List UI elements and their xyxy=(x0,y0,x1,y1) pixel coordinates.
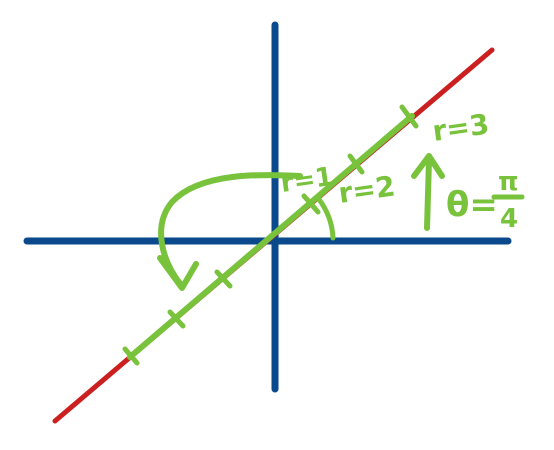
tick-mark xyxy=(347,153,365,175)
rotation-arrow xyxy=(158,172,303,289)
label-r3: r=3 xyxy=(430,107,491,148)
up-arrow xyxy=(424,157,432,231)
green-ray-line xyxy=(127,113,415,360)
label-r2: r=2 xyxy=(336,169,397,210)
theta-arc xyxy=(315,195,336,241)
label-r1: r=1 xyxy=(279,162,335,199)
tick-mark xyxy=(122,346,140,366)
up-arrowhead xyxy=(411,153,445,179)
tick-mark xyxy=(167,309,186,329)
label-theta: θ= xyxy=(446,185,498,225)
rotation-arrowhead xyxy=(157,255,199,291)
label-theta-numerator: π xyxy=(498,167,519,197)
tick-mark xyxy=(301,193,321,215)
label-theta-denominator: 4 xyxy=(500,204,518,234)
tick-mark xyxy=(399,104,419,129)
green-overlay xyxy=(122,104,445,366)
tick-mark xyxy=(214,269,233,289)
